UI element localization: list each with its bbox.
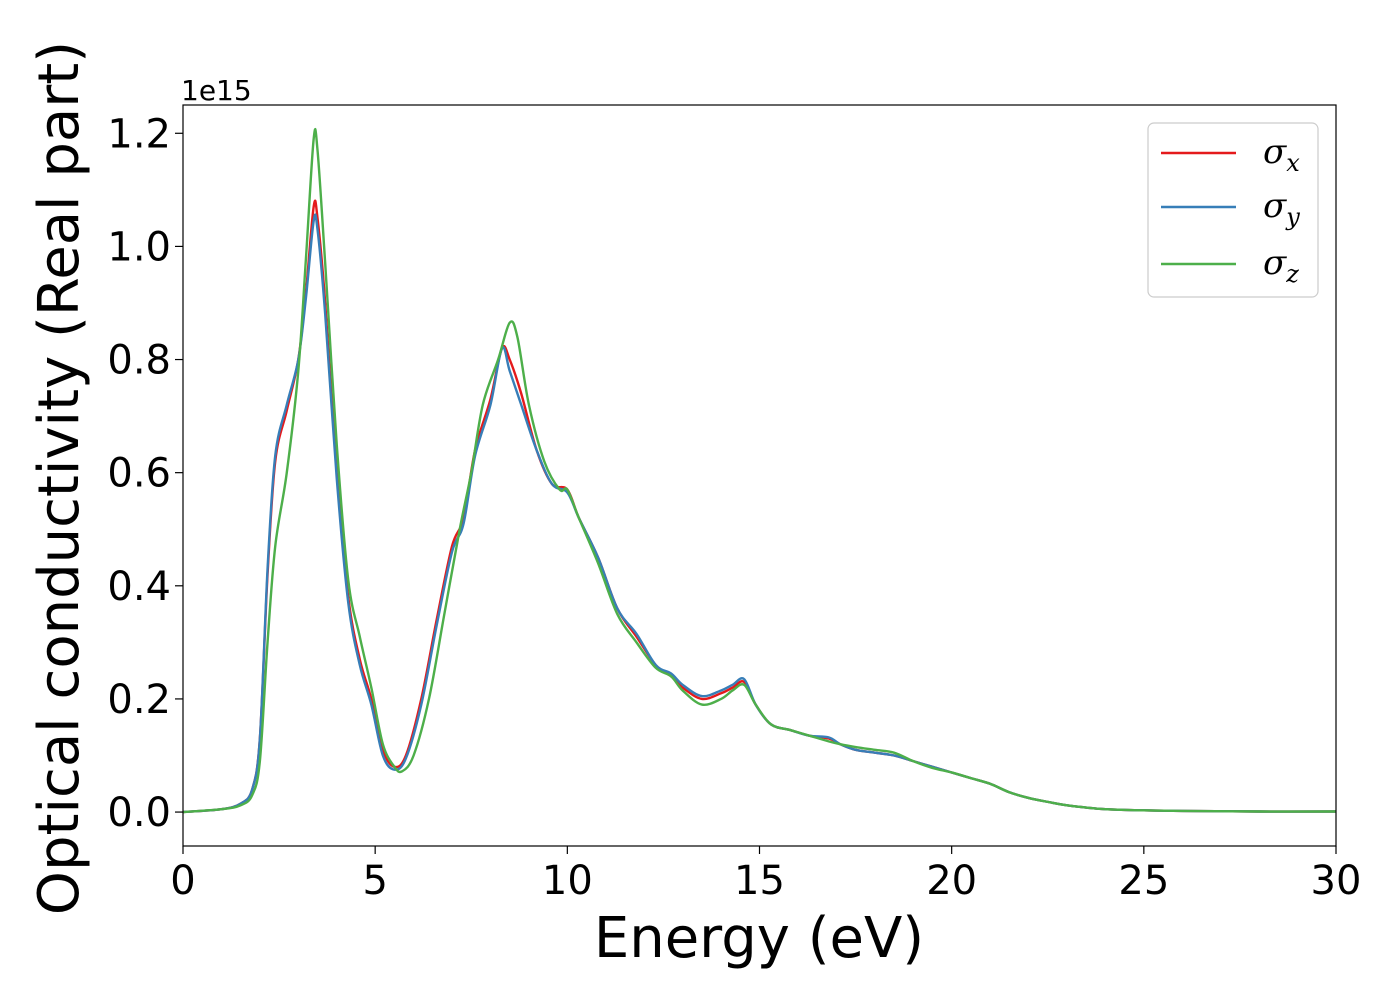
legend: σx σy σz: [1147, 122, 1319, 298]
x-tick-label: 15: [734, 858, 785, 904]
legend-label-y: σy: [1263, 186, 1300, 231]
series-lines: [182, 127, 1337, 814]
y-tick-label: 0.0: [107, 790, 171, 836]
legend-label-x: σx: [1263, 132, 1300, 177]
y-tick-label: 1.0: [107, 224, 171, 270]
y-tick-label: 1.2: [107, 111, 171, 157]
y-offset-label: 1e15: [181, 74, 252, 107]
y-tick-label: 0.8: [107, 338, 171, 384]
legend-box: [1147, 122, 1319, 298]
x-tick-label: 10: [542, 858, 593, 904]
y-tick-label: 0.6: [107, 451, 171, 497]
x-tick-label: 5: [362, 858, 387, 904]
series-line-y: [182, 213, 1337, 814]
series-line-z: [182, 127, 1337, 814]
x-axis-title: Energy (eV): [594, 906, 924, 971]
x-tick-label: 20: [926, 858, 977, 904]
x-tick-label: 30: [1311, 858, 1362, 904]
x-tick-label: 25: [1118, 858, 1169, 904]
x-axis: 0 5 10 15 20 25 30: [170, 846, 1361, 904]
y-axis: 0.0 0.2 0.4 0.6 0.8 1.0 1.2: [107, 111, 183, 836]
x-tick-label: 0: [170, 858, 195, 904]
y-axis-title: Optical conductivity (Real part): [27, 41, 92, 915]
y-tick-label: 0.2: [107, 677, 171, 723]
legend-label-z: σz: [1263, 243, 1299, 288]
y-tick-label: 0.4: [107, 564, 171, 610]
